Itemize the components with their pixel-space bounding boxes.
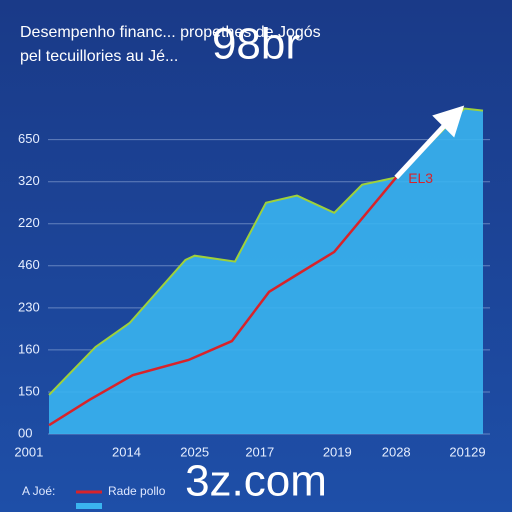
y-tick-label: 160 bbox=[18, 341, 40, 356]
y-tick-label: 230 bbox=[18, 299, 40, 314]
y-tick-label: 00 bbox=[18, 425, 32, 440]
x-tick-label: 2025 bbox=[180, 444, 209, 459]
x-tick-label: 20129 bbox=[449, 444, 485, 459]
x-tick-label: 2017 bbox=[245, 444, 274, 459]
arrow-shaft bbox=[394, 119, 451, 180]
y-tick-label: 150 bbox=[18, 383, 40, 398]
line bbox=[48, 176, 398, 427]
x-tick-label: 2001 bbox=[14, 444, 43, 459]
plot: EL3 bbox=[48, 105, 490, 435]
chart-title: Desempenho financ... propethes de Jogós bbox=[20, 24, 321, 41]
legend-swatch bbox=[76, 503, 102, 509]
legend-title: A Joé: bbox=[22, 484, 55, 498]
x-tick-label: 2014 bbox=[112, 444, 141, 459]
watermark: 98br bbox=[212, 20, 300, 69]
legend-label: Rade pollo bbox=[108, 484, 166, 498]
x-tick-label: 2028 bbox=[382, 444, 411, 459]
chart-subtitle: pel tecuillories au Jé... bbox=[20, 48, 178, 65]
area bbox=[49, 108, 483, 435]
y-tick-label: 650 bbox=[18, 131, 40, 146]
x-tick-label: 2019 bbox=[323, 444, 352, 459]
y-tick-label: 320 bbox=[18, 173, 40, 188]
annotation: EL3 bbox=[408, 170, 433, 186]
y-tick-label: 220 bbox=[18, 215, 40, 230]
y-tick-label: 460 bbox=[18, 257, 40, 272]
watermark: 3z.com bbox=[185, 457, 327, 506]
arrow-head bbox=[432, 105, 465, 138]
